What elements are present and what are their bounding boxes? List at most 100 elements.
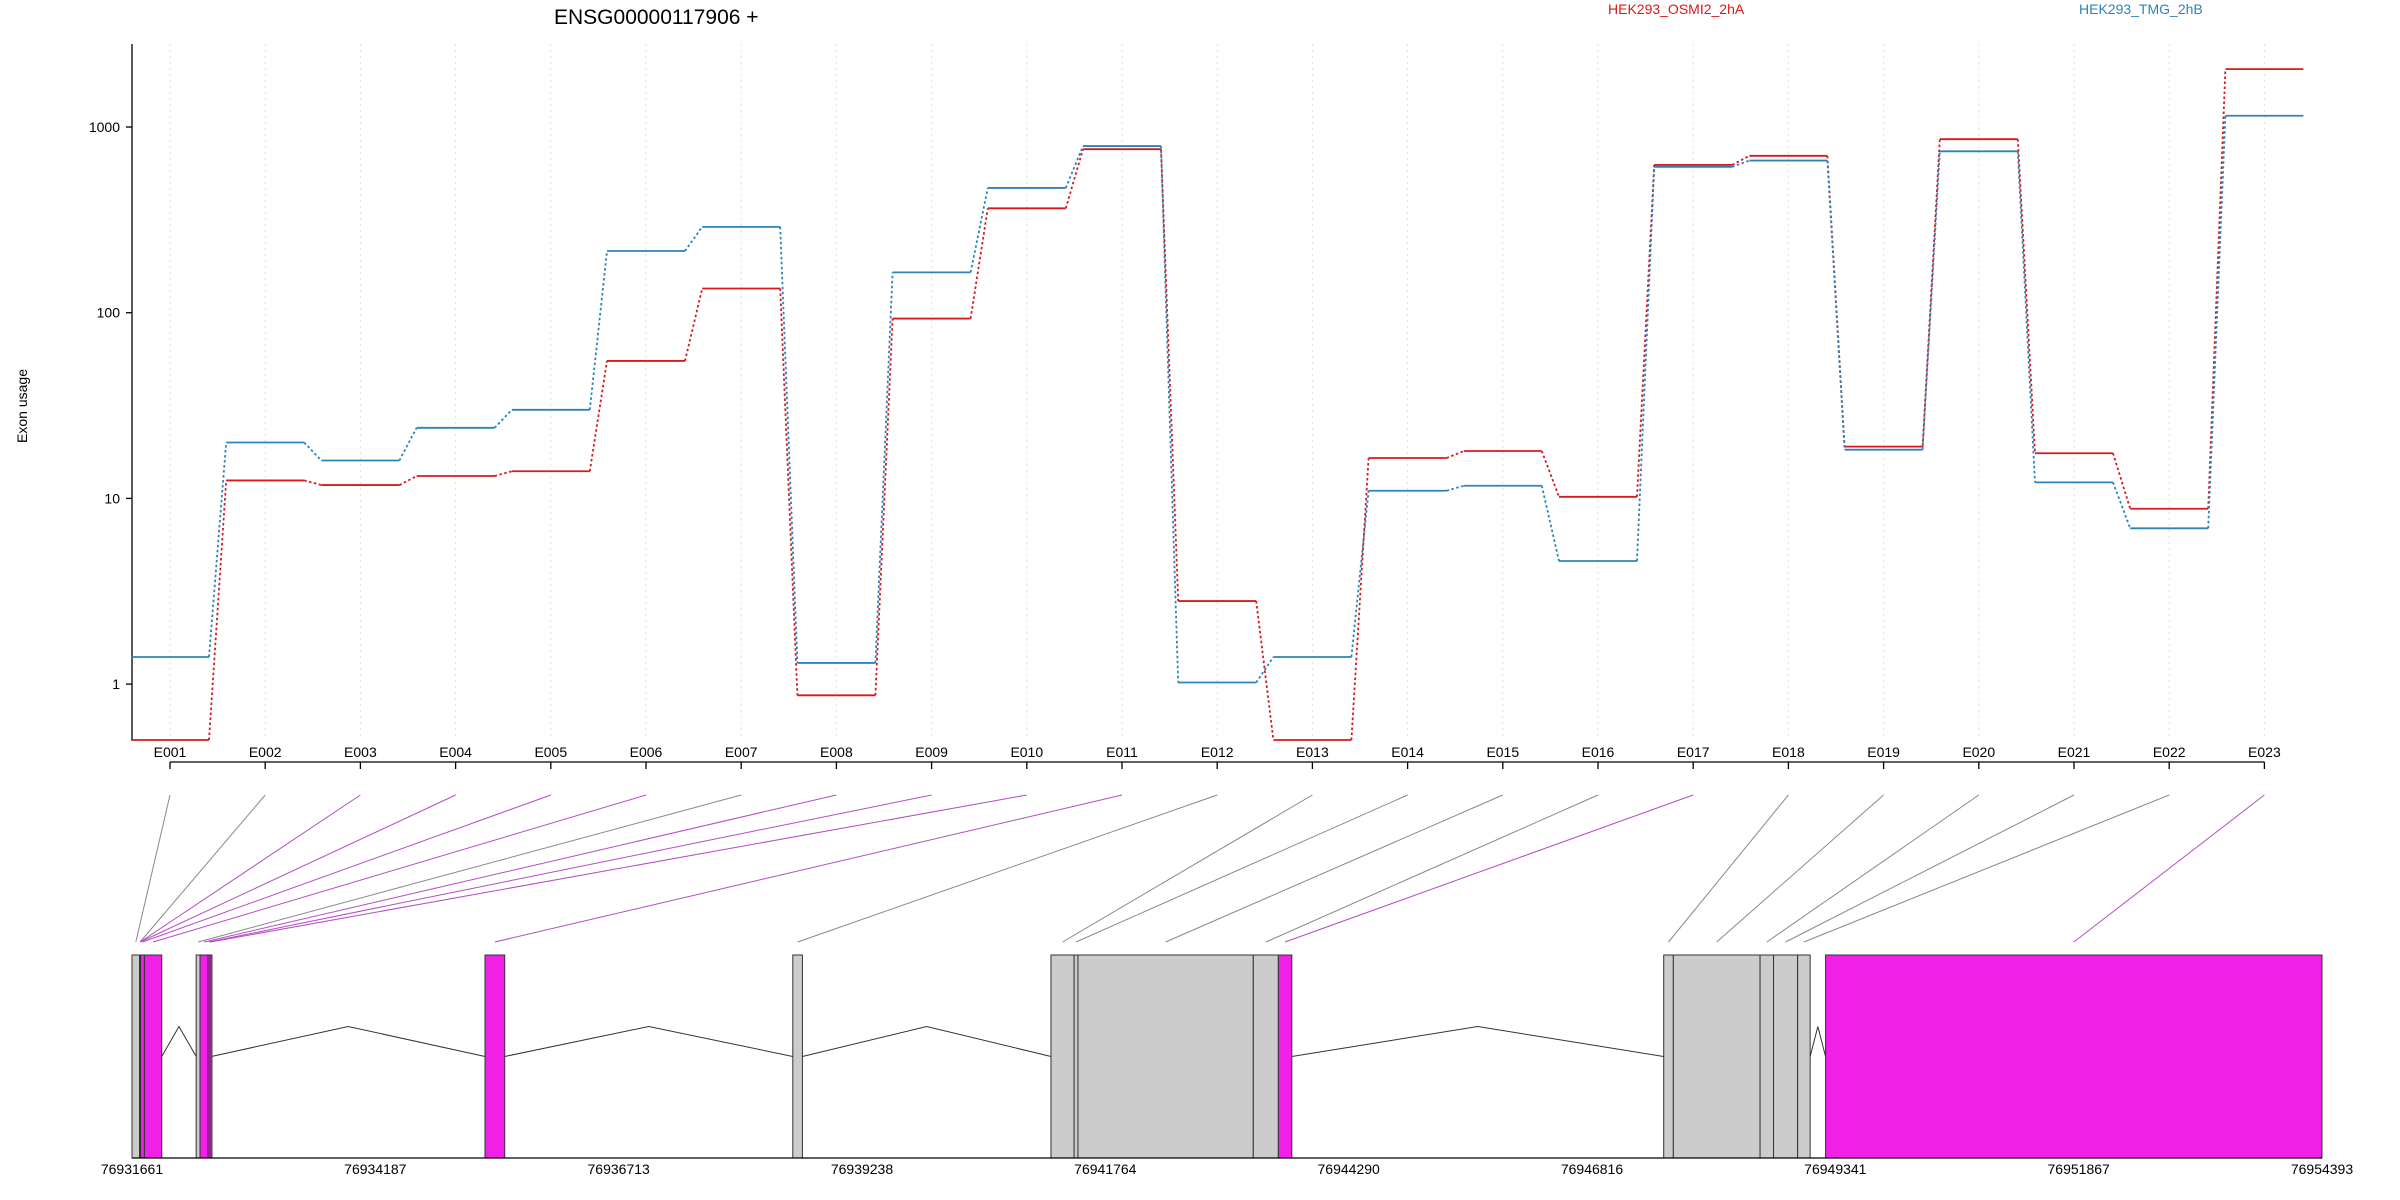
series-2-connector <box>684 226 703 252</box>
coordinate-label: 76946816 <box>1561 1161 1624 1177</box>
intron-line <box>211 1025 486 1057</box>
x-tick-label: E014 <box>1391 744 1424 760</box>
coordinate-label: 76936713 <box>588 1161 651 1177</box>
grid-lines <box>169 44 2265 740</box>
x-tick-label: E008 <box>820 744 853 760</box>
x-tick-label: E020 <box>1962 744 1995 760</box>
exon-connector <box>197 794 742 943</box>
series-2-connector <box>1064 145 1084 189</box>
exon-connector <box>203 794 837 943</box>
coordinate-axis: 76931661 76934187 76936713 76939238 76941764… <box>101 1157 2353 1177</box>
coordinate-label: 76931661 <box>101 1161 164 1177</box>
series-2-connector <box>1255 656 1275 684</box>
chart-title: ENSG00000117906 + <box>554 6 759 29</box>
exon-connector <box>139 794 456 943</box>
x-tick-label: E007 <box>725 744 758 760</box>
coordinate-label: 76934187 <box>344 1161 407 1177</box>
exon-box <box>1252 954 1279 1159</box>
x-tick-label: E012 <box>1201 744 1234 760</box>
series-2 <box>131 114 2304 684</box>
gene-model <box>131 954 2323 1159</box>
series-1-connector <box>303 479 322 486</box>
series-1-connector <box>1446 450 1465 459</box>
exon-connector <box>1668 794 1789 943</box>
y-tick-label: 100 <box>97 305 121 321</box>
exon-connector <box>1165 794 1503 943</box>
series-2-connector <box>398 427 418 461</box>
intron-line <box>1809 1026 1827 1057</box>
series-2-connector <box>1446 484 1465 492</box>
coordinate-label: 76941764 <box>1074 1161 1137 1177</box>
y-tick-label: 10 <box>104 490 120 506</box>
exon-box <box>1759 954 1775 1159</box>
series-2-connector <box>303 441 323 462</box>
intron-line <box>1291 1025 1664 1057</box>
x-tick-label: E005 <box>534 744 567 760</box>
exon-box <box>1797 954 1811 1159</box>
series-2-connector <box>874 272 894 663</box>
series-1-connector <box>1255 600 1275 741</box>
series-1-connector <box>1540 450 1560 498</box>
series-1-connector <box>2207 69 2227 509</box>
exon-connector <box>1284 794 1694 943</box>
exon-box <box>143 954 163 1159</box>
y-axis-label: Exon usage <box>14 369 30 443</box>
series-1-connector <box>1160 149 1180 602</box>
exon-box <box>1050 954 1075 1159</box>
series-2-connector <box>1636 166 1656 562</box>
exon-box <box>1077 954 1254 1159</box>
series-2-connector <box>1160 146 1180 683</box>
axes: 1 10 100 1000 E001 E002 E003 E004 E005 E006 E007 E0… <box>89 44 2281 769</box>
x-tick-label: E017 <box>1677 744 1710 760</box>
x-tick-label: E011 <box>1106 744 1138 760</box>
x-tick-label: E010 <box>1010 744 1043 760</box>
exon-box <box>484 954 506 1159</box>
y-tick-label: 1000 <box>89 119 120 135</box>
x-tick-label: E023 <box>2248 744 2281 760</box>
series-1-connector <box>874 318 894 696</box>
exon-box <box>1663 954 1674 1159</box>
exon-connector <box>210 794 1027 943</box>
series-lines <box>131 68 2304 741</box>
exon-box <box>1073 954 1079 1159</box>
exon-connector <box>1716 794 1884 943</box>
series-2-connector <box>969 187 989 273</box>
intron-line <box>802 1025 1052 1057</box>
x-tick-label: E022 <box>2153 744 2186 760</box>
series-1-connector <box>684 288 704 362</box>
y-tick-label: 1 <box>112 676 120 692</box>
coordinate-label: 76949341 <box>1804 1161 1867 1177</box>
exon-box <box>792 954 803 1159</box>
coordinate-label: 76944290 <box>1318 1161 1381 1177</box>
series-2-connector <box>779 226 799 663</box>
series-1-connector <box>1921 139 1941 447</box>
series-1-connector <box>208 480 228 741</box>
series-2-connector <box>1826 160 1846 450</box>
series-1-connector <box>588 360 608 472</box>
exon-connector <box>1265 794 1599 943</box>
exon-connector <box>1766 794 1980 943</box>
x-tick-label: E016 <box>1582 744 1615 760</box>
x-tick-label: E018 <box>1772 744 1805 760</box>
exon-connector <box>208 794 932 943</box>
series-1-connector <box>2112 453 2132 509</box>
exon-connector <box>1062 794 1313 943</box>
exon-connector <box>797 794 1218 943</box>
exon-box <box>131 954 141 1159</box>
series-2-connector <box>1731 159 1750 168</box>
exon-connector <box>1803 794 2170 943</box>
exon-box <box>1825 954 2323 1159</box>
x-tick-label: E019 <box>1867 744 1900 760</box>
exon-connectors <box>135 794 2265 943</box>
intron-line <box>161 1025 197 1057</box>
exon-connector <box>152 794 647 943</box>
series-2-connector <box>2016 151 2036 483</box>
x-tick-label: E001 <box>154 744 187 760</box>
exon-connector <box>1785 794 2075 943</box>
x-tick-label: E002 <box>249 744 282 760</box>
coordinate-label: 76951867 <box>2048 1161 2111 1177</box>
series-2-connector <box>1540 485 1560 562</box>
exon-box <box>199 954 209 1159</box>
exon-box <box>195 954 201 1159</box>
